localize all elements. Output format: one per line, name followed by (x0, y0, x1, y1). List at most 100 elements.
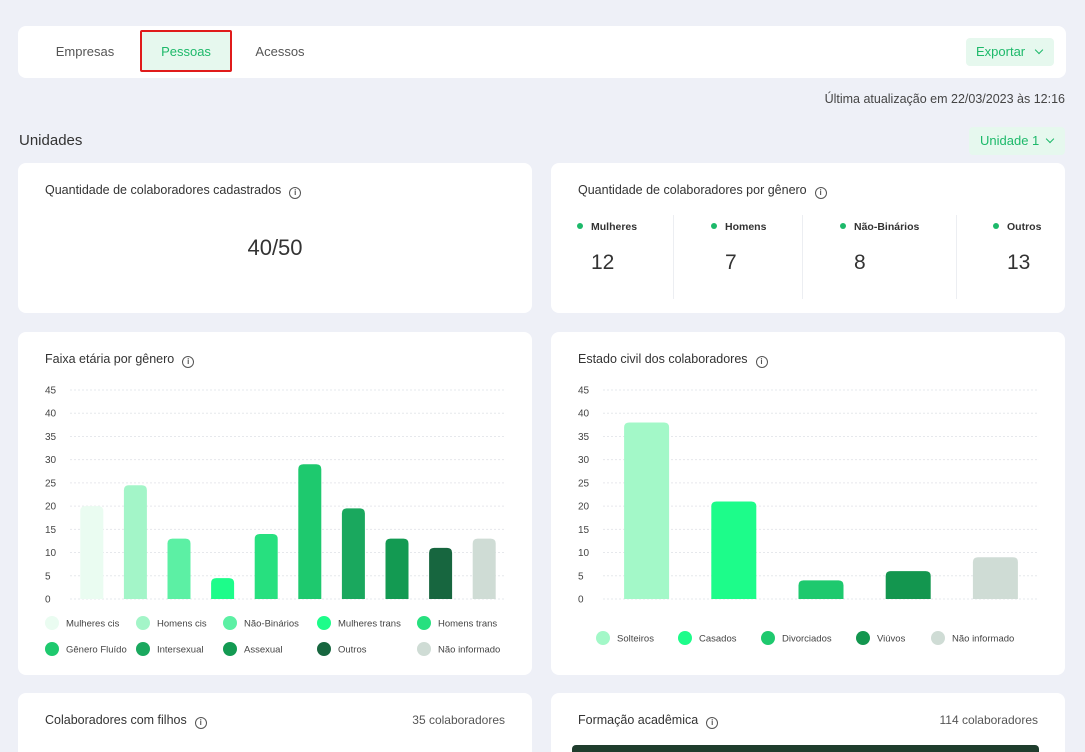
legend-swatch (761, 631, 775, 645)
info-icon[interactable]: i (755, 356, 768, 368)
info-icon[interactable]: i (814, 187, 827, 199)
legend-swatch (45, 642, 59, 656)
gender-item-homens: Homens 7 (711, 221, 766, 301)
divider (802, 215, 803, 299)
y-tick-label: 30 (45, 455, 57, 466)
tab-pessoas[interactable]: Pessoas (140, 32, 232, 72)
y-tick-label: 35 (578, 432, 590, 443)
marital-chart: 0 5 10 15 20 25 30 35 40 45 Solteiros Casados Divorc… (578, 386, 1039, 645)
section-title: Unidades (19, 132, 83, 149)
education-title-text: Formação acadêmica (578, 713, 699, 727)
info-icon[interactable]: i (194, 717, 207, 729)
gender-value: 8 (854, 251, 866, 274)
legend-label: Não informado (952, 634, 1014, 645)
y-tick-label: 5 (45, 571, 51, 582)
bar-n-o-informado (972, 557, 1018, 599)
marital-chart-card: Estado civil dos colaboradores i 0 5 10 15 20… (551, 332, 1065, 675)
legend-label: Casados (699, 634, 737, 645)
bar-divorciados (798, 580, 844, 599)
age-chart-title: Faixa etária por gênero i (45, 352, 195, 368)
tab-acessos[interactable]: Acessos (255, 44, 305, 59)
age-chart-title-text: Faixa etária por gênero (45, 352, 175, 366)
tab-bar: Empresas Pessoas Acessos Exportar (18, 26, 1066, 78)
info-icon[interactable]: i (706, 717, 719, 729)
gender-value: 7 (725, 251, 737, 274)
legend-label: Homens cis (157, 619, 207, 630)
gender-item-mulheres: Mulheres 12 (577, 221, 637, 301)
gender-label: Homens (725, 221, 767, 233)
y-tick-label: 25 (578, 478, 590, 489)
legend-label: Mulheres cis (66, 619, 120, 630)
divider (673, 215, 674, 299)
unit-selector-label: Unidade 1 (980, 133, 1040, 148)
legend-swatch (136, 616, 150, 630)
legend-swatch (931, 631, 945, 645)
y-tick-label: 30 (578, 455, 590, 466)
children-title: Colaboradores com filhos i (45, 713, 207, 729)
bar-solteiros (624, 422, 670, 599)
legend-label: Não-Binários (244, 619, 299, 630)
gender-title: Quantidade de colaboradores por gênero i (578, 183, 827, 199)
gender-label: Outros (1007, 221, 1042, 233)
y-tick-label: 10 (578, 548, 590, 559)
dot-icon (993, 223, 999, 229)
legend-label: Não informado (438, 645, 500, 656)
gender-value: 12 (591, 251, 615, 274)
unit-selector[interactable]: Unidade 1 (969, 127, 1065, 155)
bar-mulheres-trans (211, 578, 235, 599)
info-icon[interactable]: i (182, 356, 195, 368)
education-card: Formação acadêmica i 114 colaboradores (551, 693, 1065, 752)
y-tick-label: 5 (578, 571, 584, 582)
y-tick-label: 0 (45, 595, 51, 606)
legend-label: Homens trans (438, 619, 497, 630)
bar-mulheres-cis (80, 506, 104, 599)
legend-swatch (317, 616, 331, 630)
legend-swatch (223, 616, 237, 630)
dot-icon (711, 223, 717, 229)
legend-swatch (223, 642, 237, 656)
legend-label: Solteiros (617, 634, 654, 645)
legend-label: Divorciados (782, 634, 832, 645)
bar-outros (429, 547, 453, 599)
y-tick-label: 15 (578, 525, 590, 536)
y-tick-label: 25 (45, 478, 57, 489)
legend-label: Assexual (244, 645, 283, 656)
children-card: Colaboradores com filhos i 35 colaborador… (18, 693, 532, 752)
chevron-down-icon (1034, 45, 1044, 55)
registered-title-text: Quantidade de colaboradores cadastrados (45, 183, 282, 197)
dot-icon (577, 223, 583, 229)
bar-intersexual (341, 508, 365, 599)
registered-title: Quantidade de colaboradores cadastrados i (45, 183, 302, 199)
age-chart-card: Faixa etária por gênero i 0 5 10 15 20 25 30 35 4… (18, 332, 532, 675)
gender-label: Não-Binários (854, 221, 920, 233)
bar-vi-vos (885, 571, 931, 599)
marital-chart-title-text: Estado civil dos colaboradores (578, 352, 748, 366)
legend-swatch (317, 642, 331, 656)
y-tick-label: 45 (45, 386, 57, 397)
education-bar (572, 745, 1039, 752)
legend-swatch (596, 631, 610, 645)
bar-assexual (385, 538, 409, 599)
children-title-text: Colaboradores com filhos (45, 713, 187, 727)
marital-chart-title: Estado civil dos colaboradores i (578, 352, 768, 368)
gender-card: Quantidade de colaboradores por gênero i … (551, 163, 1065, 313)
legend-label: Outros (338, 645, 367, 656)
y-tick-label: 0 (578, 595, 584, 606)
age-chart: 0 5 10 15 20 25 30 35 40 45 Mulheres cis Homens cis… (45, 386, 506, 656)
legend-label: Intersexual (157, 645, 203, 656)
gender-item-nao-binarios: Não-Binários 8 (840, 221, 919, 301)
legend-swatch (417, 616, 431, 630)
legend-label: Viúvos (877, 634, 906, 645)
gender-item-outros: Outros 13 (993, 221, 1041, 301)
bar-n-o-informado (472, 538, 496, 599)
registered-card: Quantidade de colaboradores cadastrados i… (18, 163, 532, 313)
y-tick-label: 40 (45, 409, 57, 420)
export-button[interactable]: Exportar (966, 38, 1054, 66)
info-icon[interactable]: i (289, 187, 302, 199)
y-tick-label: 20 (45, 502, 57, 513)
legend-swatch (856, 631, 870, 645)
education-title: Formação acadêmica i (578, 713, 719, 729)
y-tick-label: 15 (45, 525, 57, 536)
tab-empresas[interactable]: Empresas (55, 44, 115, 59)
legend-label: Mulheres trans (338, 619, 401, 630)
